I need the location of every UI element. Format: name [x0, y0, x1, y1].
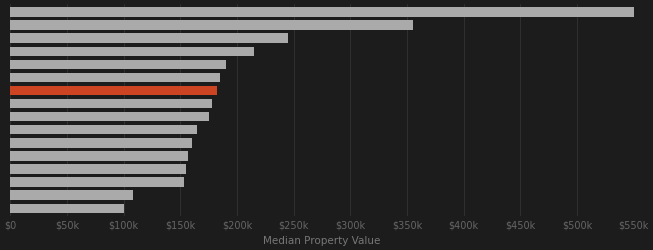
- Bar: [10, 73, 220, 82]
- Bar: [10, 7, 633, 17]
- Bar: [10, 138, 191, 147]
- Bar: [10, 190, 133, 200]
- Bar: [10, 34, 288, 43]
- Bar: [10, 164, 186, 174]
- Bar: [10, 204, 123, 213]
- Bar: [10, 112, 208, 122]
- Bar: [10, 99, 212, 108]
- Bar: [10, 20, 413, 30]
- Bar: [10, 60, 226, 69]
- Bar: [10, 86, 217, 95]
- X-axis label: Median Property Value: Median Property Value: [263, 236, 381, 246]
- Bar: [10, 151, 188, 161]
- Bar: [10, 178, 183, 187]
- Bar: [10, 46, 254, 56]
- Bar: [10, 125, 197, 134]
